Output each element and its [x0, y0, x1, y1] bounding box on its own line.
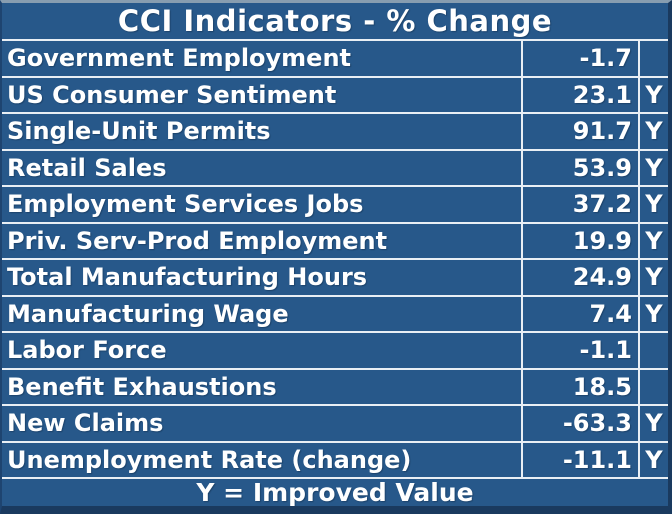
improved-flag: Y — [638, 442, 668, 477]
improved-flag — [638, 333, 668, 368]
indicator-label: Retail Sales — [7, 153, 167, 182]
indicator-value: 91.7 — [521, 114, 638, 149]
indicator-label: US Consumer Sentiment — [7, 80, 337, 109]
indicator-label: Total Manufacturing Hours — [7, 263, 368, 292]
table-row: Benefit Exhaustions 18.5 — [2, 367, 668, 404]
indicator-label: Unemployment Rate (change) — [7, 445, 412, 474]
improved-flag: Y — [638, 150, 668, 185]
indicator-value: 37.2 — [521, 187, 638, 222]
indicator-value: 18.5 — [521, 369, 638, 404]
table-title: CCI Indicators - % Change — [117, 4, 553, 38]
indicator-label: Single-Unit Permits — [7, 117, 271, 146]
table-row: Manufacturing Wage 7.4 Y — [2, 294, 668, 331]
improved-flag: Y — [638, 260, 668, 295]
improved-flag: Y — [638, 187, 668, 222]
improved-flag: Y — [638, 406, 668, 441]
indicator-value: 7.4 — [521, 296, 638, 331]
table-row: US Consumer Sentiment 23.1 Y — [2, 75, 668, 112]
indicator-value: 53.9 — [521, 150, 638, 185]
indicator-value: -1.1 — [521, 333, 638, 368]
indicator-value: -63.3 — [521, 406, 638, 441]
indicator-label: Labor Force — [7, 336, 167, 365]
table-footer-row: Y = Improved Value — [2, 477, 668, 506]
indicator-label: New Claims — [7, 409, 164, 438]
table-row: Unemployment Rate (change) -11.1 Y — [2, 440, 668, 477]
indicator-value: 19.9 — [521, 223, 638, 258]
indicator-label: Priv. Serv-Prod Employment — [7, 226, 388, 255]
table-row: Single-Unit Permits 91.7 Y — [2, 112, 668, 149]
improved-flag: Y — [638, 296, 668, 331]
table-row: Labor Force -1.1 — [2, 331, 668, 368]
indicator-label: Benefit Exhaustions — [7, 372, 277, 401]
improved-flag — [638, 369, 668, 404]
improved-flag: Y — [638, 77, 668, 112]
indicator-label: Manufacturing Wage — [7, 299, 289, 328]
table-row: Total Manufacturing Hours 24.9 Y — [2, 258, 668, 295]
table-row: New Claims -63.3 Y — [2, 404, 668, 441]
table-title-row: CCI Indicators - % Change — [2, 3, 668, 39]
indicator-value: 23.1 — [521, 77, 638, 112]
table-row: Government Employment -1.7 — [2, 39, 668, 76]
improved-flag: Y — [638, 223, 668, 258]
table-row: Retail Sales 53.9 Y — [2, 148, 668, 185]
improved-flag: Y — [638, 114, 668, 149]
indicator-value: -11.1 — [521, 442, 638, 477]
indicator-label: Government Employment — [7, 44, 352, 73]
indicator-value: -1.7 — [521, 41, 638, 76]
table-row: Employment Services Jobs 37.2 Y — [2, 185, 668, 222]
table-body: Government Employment -1.7 US Consumer S… — [2, 39, 668, 477]
table-row: Priv. Serv-Prod Employment 19.9 Y — [2, 221, 668, 258]
improved-flag — [638, 41, 668, 76]
indicator-label: Employment Services Jobs — [7, 190, 364, 219]
indicator-value: 24.9 — [521, 260, 638, 295]
footer-legend: Y = Improved Value — [196, 478, 474, 507]
